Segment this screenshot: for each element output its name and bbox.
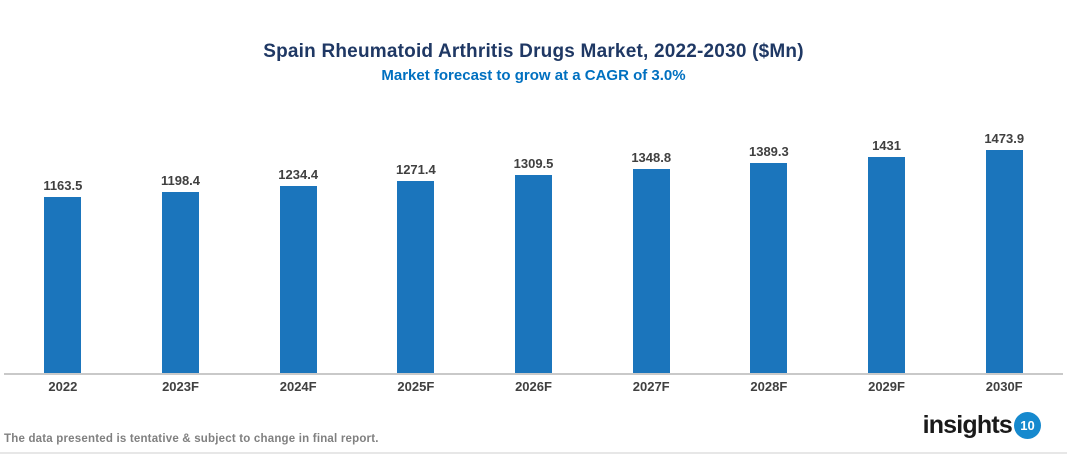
bar-value-label: 1389.3 <box>748 143 789 159</box>
bar-group: 1234.4 <box>239 167 357 373</box>
bar-group: 1271.4 <box>357 162 475 373</box>
bars-row: 1163.5 1198.4 1234.4 1271.4 1309.5 1348.8 1389… <box>4 131 1063 373</box>
chart-title: Spain Rheumatoid Arthritis Drugs Market,… <box>263 41 804 62</box>
bar-group: 1431 <box>828 137 946 373</box>
bar-value-label: 1163.5 <box>43 178 83 193</box>
bar-value-label: 1473.9 <box>984 131 1025 146</box>
chart-header: Spain Rheumatoid Arthritis Drugs Market,… <box>0 40 1067 86</box>
insights10-logo: insights 10 <box>923 412 1041 439</box>
bar <box>162 191 199 373</box>
x-axis-label: 2026F <box>515 379 552 394</box>
logo-wordmark: insights <box>922 411 1013 439</box>
x-axis-label: 2028F <box>750 379 788 394</box>
chart-subtitle: Market forecast to grow at a CAGR of 3.0… <box>381 67 686 84</box>
bar <box>397 180 435 373</box>
bar <box>632 168 670 373</box>
x-axis-label: 2027F <box>632 379 670 394</box>
x-axis-label: 2023F <box>162 379 199 394</box>
bar-group: 1348.8 <box>592 150 710 373</box>
bar-value-label: 1234.4 <box>278 167 319 183</box>
bar-value-label: 1348.8 <box>631 149 672 165</box>
x-axis-label: 2029F <box>868 379 905 394</box>
disclaimer-text: The data presented is tentative & subjec… <box>4 433 379 445</box>
bar-value-label: 1198.4 <box>160 172 201 188</box>
bar-group: 1309.5 <box>475 156 593 373</box>
bar-group: 1198.4 <box>122 173 240 373</box>
bar <box>985 150 1023 373</box>
x-axis-label: 2024F <box>279 379 317 394</box>
x-axis-labels: 2022 2023F 2024F 2025F 2026F 2027F 2028F 2029F 2… <box>4 379 1063 394</box>
bar <box>279 186 317 373</box>
bar-group: 1163.5 <box>4 178 122 373</box>
x-axis-label: 2030F <box>985 379 1023 394</box>
x-axis-label: 2025F <box>397 379 435 394</box>
bar-value-label: 1431 <box>872 137 901 153</box>
logo-10-badge: 10 <box>1014 412 1041 439</box>
bar-group: 1389.3 <box>710 144 828 373</box>
bar <box>750 162 788 373</box>
x-axis-line <box>4 373 1063 375</box>
bar <box>44 197 82 373</box>
bar-group: 1473.9 <box>945 131 1063 373</box>
bar <box>515 174 553 373</box>
bar-value-label: 1309.5 <box>513 155 554 171</box>
bar-value-label: 1271.4 <box>395 161 436 177</box>
bar <box>868 156 906 373</box>
bar-chart: 1163.5 1198.4 1234.4 1271.4 1309.5 1348.8 1389… <box>4 131 1063 394</box>
x-axis-label: 2022 <box>48 379 78 394</box>
